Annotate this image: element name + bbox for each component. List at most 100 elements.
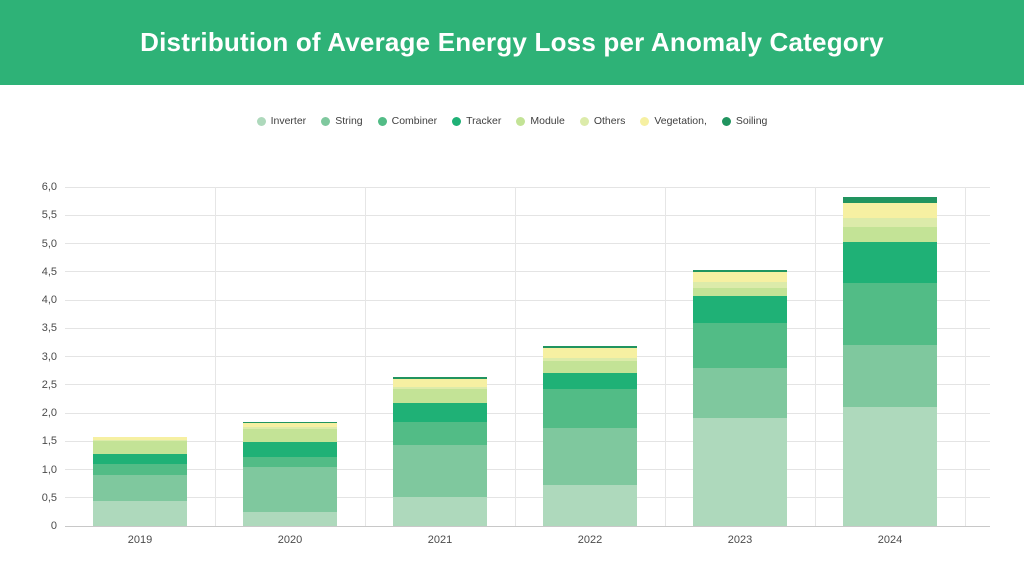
gridline xyxy=(65,497,990,499)
legend-item-label: Inverter xyxy=(270,115,307,127)
bar-segment xyxy=(243,441,337,457)
bar-segment xyxy=(543,388,637,428)
y-axis-tick-label: 2,5 xyxy=(41,378,57,391)
legend-item: Module xyxy=(516,115,565,127)
y-axis-tick-label: 1,5 xyxy=(41,435,57,448)
stacked-bar xyxy=(543,345,637,526)
bar-segment xyxy=(243,456,337,467)
gridline xyxy=(65,356,990,357)
x-axis-tick-label: 2024 xyxy=(877,534,903,546)
bar-segment xyxy=(693,322,787,368)
y-axis-tick-label: 3,5 xyxy=(41,322,57,335)
gridline xyxy=(65,412,990,414)
bar-segment xyxy=(393,444,487,497)
stacked-bar xyxy=(243,421,337,526)
bar-segment xyxy=(693,367,787,418)
bar-segment xyxy=(243,421,337,424)
bar-segment xyxy=(693,269,787,273)
bar-segment xyxy=(243,427,337,430)
y-axis-tick-label: 4,0 xyxy=(41,294,57,306)
y-axis-tick-label: 4,5 xyxy=(41,265,57,278)
category-separator-line xyxy=(665,187,666,526)
x-axis-tick-label: 2021 xyxy=(427,534,453,546)
bar-segment xyxy=(693,295,787,323)
legend-item: Vegetation, xyxy=(640,115,707,127)
bar-segment xyxy=(543,485,637,526)
y-axis-tick-label: 0 xyxy=(50,520,57,532)
bar-segment xyxy=(393,386,487,390)
bar-segment xyxy=(243,423,337,428)
gridline xyxy=(65,327,990,329)
bar-segment xyxy=(843,283,937,346)
bar-segment xyxy=(843,407,937,526)
y-axis-tick-label: 6,0 xyxy=(41,181,57,193)
bar-segment xyxy=(93,436,187,440)
gridline xyxy=(65,186,990,188)
x-axis-tick-label: 2022 xyxy=(577,534,603,546)
gridline xyxy=(65,214,990,216)
legend-item: Soiling xyxy=(721,115,768,127)
legend-item: Others xyxy=(579,115,626,127)
bar-column xyxy=(515,187,665,526)
x-axis-tick-label: 2023 xyxy=(727,534,753,546)
x-axis-tick-label: 2020 xyxy=(277,534,303,546)
bar-segment xyxy=(693,287,787,296)
bar-segment xyxy=(93,463,187,476)
bar-segment xyxy=(843,227,937,243)
page-title: Distribution of Average Energy Loss per … xyxy=(140,27,884,57)
stacked-bar xyxy=(843,196,937,526)
legend-item-label: Soiling xyxy=(735,115,768,127)
bar-segment xyxy=(843,242,937,284)
legend-item: Combiner xyxy=(377,115,438,127)
y-axis-tick-label: 2,0 xyxy=(41,407,57,419)
legend-item-label: Tracker xyxy=(466,115,502,127)
header-banner: Distribution of Average Energy Loss per … xyxy=(0,0,1024,85)
category-separator-line xyxy=(215,187,216,526)
bar-segment xyxy=(393,421,487,445)
legend-color-dot-icon xyxy=(516,116,526,126)
gridline xyxy=(65,271,990,273)
bar-column xyxy=(215,187,365,526)
category-separator-line xyxy=(365,187,366,526)
bar-segment xyxy=(543,427,637,486)
bar-segment xyxy=(843,345,937,408)
y-axis-tick-label: 3,0 xyxy=(41,350,57,363)
bar-segment xyxy=(543,357,637,362)
bar-segment xyxy=(243,512,337,526)
x-axis-tick-label: 2019 xyxy=(127,534,153,546)
legend-item: Tracker xyxy=(452,115,501,127)
category-separator-line xyxy=(515,187,516,526)
legend-item-label: String xyxy=(335,115,363,127)
legend-item-label: Combiner xyxy=(391,115,438,127)
bar-segment xyxy=(393,389,487,403)
category-separator-line xyxy=(815,187,816,526)
bar-column xyxy=(665,187,815,526)
bar-segment xyxy=(543,345,637,349)
legend-color-dot-icon xyxy=(452,116,462,126)
bar-segment xyxy=(693,272,787,282)
x-axis-line xyxy=(65,525,990,527)
bar-segment xyxy=(243,466,337,513)
bar-segment xyxy=(393,377,487,380)
bar-segment xyxy=(693,281,787,288)
legend-color-dot-icon xyxy=(640,116,650,126)
legend-color-dot-icon xyxy=(256,116,266,126)
bar-segment xyxy=(243,429,337,442)
legend-item-label: Others xyxy=(593,115,626,127)
stacked-bar xyxy=(393,377,487,526)
bar-segment xyxy=(93,439,187,442)
bar-column xyxy=(65,187,215,526)
bar-segment xyxy=(93,453,187,464)
bar-column xyxy=(365,187,515,526)
bar-segment xyxy=(93,500,187,526)
gridline xyxy=(65,440,990,442)
bar-segment xyxy=(393,496,487,526)
y-axis-tick-label: 5,5 xyxy=(41,209,57,222)
gridline xyxy=(65,384,990,386)
stacked-bar xyxy=(693,269,787,526)
legend-color-dot-icon xyxy=(721,116,731,126)
legend-item-label: Module xyxy=(530,115,565,127)
bar-segment xyxy=(543,348,637,358)
category-separator-line xyxy=(965,187,966,526)
